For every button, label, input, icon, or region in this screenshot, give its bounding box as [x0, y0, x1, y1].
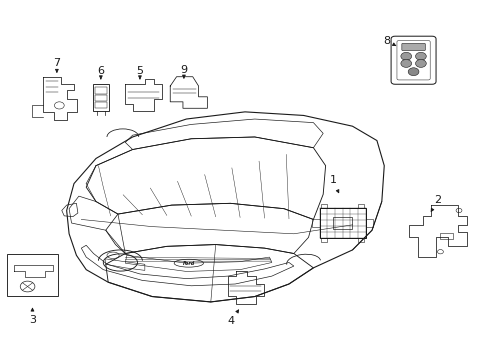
Text: 8: 8	[383, 36, 396, 46]
Text: 3: 3	[29, 308, 36, 325]
Bar	[95, 87, 107, 94]
Bar	[441, 233, 453, 239]
Bar	[93, 84, 109, 111]
Text: 4: 4	[228, 310, 239, 325]
Bar	[319, 208, 366, 238]
Bar	[333, 217, 352, 229]
Text: 7: 7	[53, 58, 60, 72]
Text: 9: 9	[180, 64, 188, 78]
Bar	[312, 219, 319, 227]
Circle shape	[408, 68, 419, 76]
Circle shape	[416, 52, 426, 60]
Text: 2: 2	[431, 195, 441, 211]
FancyBboxPatch shape	[402, 43, 425, 50]
Circle shape	[416, 59, 426, 67]
Bar	[358, 204, 364, 208]
Text: Ford: Ford	[183, 261, 195, 266]
Text: 6: 6	[98, 66, 104, 79]
Bar	[321, 238, 327, 242]
Circle shape	[401, 59, 412, 67]
Text: 5: 5	[136, 66, 144, 79]
Bar	[321, 204, 327, 208]
Circle shape	[401, 52, 412, 60]
Bar	[366, 219, 373, 227]
Bar	[358, 238, 364, 242]
Bar	[7, 255, 58, 296]
Bar	[95, 95, 107, 101]
Bar	[95, 102, 107, 108]
Text: 1: 1	[329, 175, 339, 193]
